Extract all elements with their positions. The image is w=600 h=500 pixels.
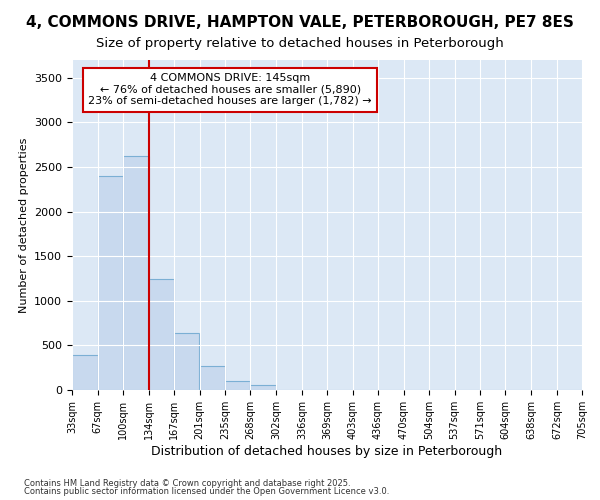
Text: Size of property relative to detached houses in Peterborough: Size of property relative to detached ho… [96, 38, 504, 51]
Bar [123, 156, 149, 390]
X-axis label: Distribution of detached houses by size in Peterborough: Distribution of detached houses by size … [151, 444, 503, 458]
Bar [199, 366, 226, 390]
Bar [250, 385, 276, 390]
Text: 4, COMMONS DRIVE, HAMPTON VALE, PETERBOROUGH, PE7 8ES: 4, COMMONS DRIVE, HAMPTON VALE, PETERBOR… [26, 15, 574, 30]
Text: Contains HM Land Registry data © Crown copyright and database right 2025.: Contains HM Land Registry data © Crown c… [24, 478, 350, 488]
Text: 4 COMMONS DRIVE: 145sqm
← 76% of detached houses are smaller (5,890)
23% of semi: 4 COMMONS DRIVE: 145sqm ← 76% of detache… [88, 73, 372, 106]
Bar [98, 176, 123, 390]
Y-axis label: Number of detached properties: Number of detached properties [19, 138, 29, 312]
Bar [149, 280, 173, 390]
Text: Contains public sector information licensed under the Open Government Licence v3: Contains public sector information licen… [24, 487, 389, 496]
Bar [226, 381, 250, 390]
Bar [173, 333, 199, 390]
Bar [72, 355, 98, 390]
